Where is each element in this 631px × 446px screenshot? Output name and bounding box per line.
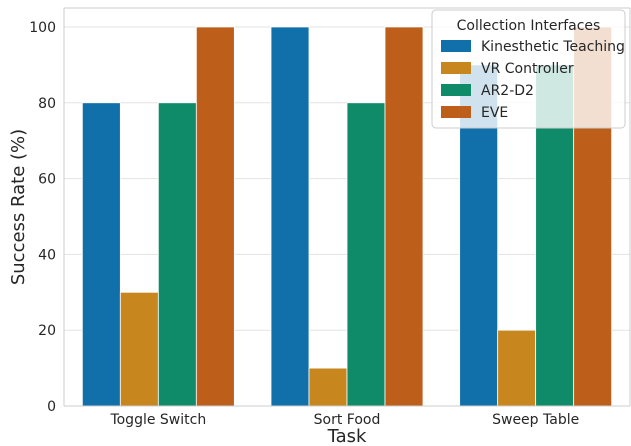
legend-title: Collection Interfaces bbox=[457, 18, 601, 34]
y-tick-0: 0 bbox=[47, 399, 56, 415]
y-axis-label: Success Rate (%) bbox=[8, 129, 29, 285]
bar-eve-sort-food bbox=[384, 26, 424, 407]
x-tick-sweep-table: Sweep Table bbox=[492, 412, 579, 428]
legend-label-ar2-d2: AR2-D2 bbox=[481, 83, 534, 99]
bar-vr-controller-sort-food bbox=[308, 367, 348, 407]
bar-ar2-d2-toggle-switch bbox=[157, 102, 197, 407]
legend-swatch-vr-controller bbox=[441, 62, 471, 74]
y-tick-60: 60 bbox=[38, 172, 56, 188]
legend-label-eve: EVE bbox=[481, 105, 508, 121]
bar-vr-controller-toggle-switch bbox=[119, 291, 159, 407]
x-tick-toggle-switch: Toggle Switch bbox=[109, 412, 206, 428]
bar-ar2-d2-sort-food bbox=[346, 102, 386, 407]
bar-kinesthetic-teaching-toggle-switch bbox=[81, 102, 121, 407]
y-tick-40: 40 bbox=[38, 247, 56, 263]
y-tick-100: 100 bbox=[29, 20, 56, 36]
y-tick-20: 20 bbox=[38, 323, 56, 339]
bar-kinesthetic-teaching-sort-food bbox=[270, 26, 310, 407]
y-tick-labels: 0 20 40 60 80 100 bbox=[29, 20, 56, 415]
legend-swatch-kinesthetic-teaching bbox=[441, 40, 471, 52]
x-axis-label: Task bbox=[327, 426, 367, 446]
x-tick-sort-food: Sort Food bbox=[314, 412, 381, 428]
legend-swatch-ar2-d2 bbox=[441, 84, 471, 96]
bar-eve-toggle-switch bbox=[195, 26, 235, 407]
legend-label-kinesthetic-teaching: Kinesthetic Teaching bbox=[481, 39, 625, 55]
legend-items: Kinesthetic Teaching VR Controller AR2-D2 E… bbox=[441, 39, 625, 121]
y-tick-80: 80 bbox=[38, 96, 56, 112]
legend-label-vr-controller: VR Controller bbox=[481, 61, 574, 77]
legend-swatch-eve bbox=[441, 106, 471, 118]
x-tick-labels: Toggle Switch Sort Food Sweep Table bbox=[109, 412, 579, 428]
legend: Collection Interfaces Kinesthetic Teachi… bbox=[431, 9, 626, 129]
bar-vr-controller-sweep-table bbox=[497, 329, 537, 407]
legend-box bbox=[431, 9, 626, 129]
